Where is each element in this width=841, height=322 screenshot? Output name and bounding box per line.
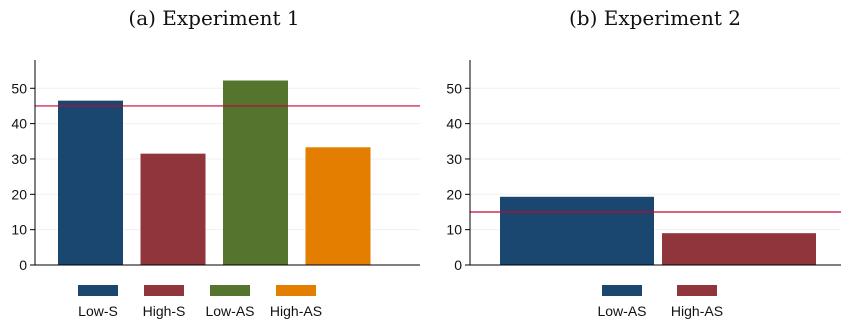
y-tick-label: 30 [11,151,27,167]
y-tick-label: 50 [11,80,27,96]
legend-label: High-AS [671,303,723,319]
legend-label: Low-S [78,303,118,319]
bar-high-as [305,147,371,265]
y-tick-label: 10 [446,222,462,238]
bar-low-as [500,196,654,265]
y-tick-label: 30 [446,151,462,167]
legend-swatch [276,285,316,296]
legend-swatch [78,285,118,296]
bar-high-as [662,233,816,265]
legend-swatch [210,285,250,296]
chart-b: 0 10 20 30 40 50 Low-AS High-AS [446,60,841,319]
y-tick-label: 40 [11,116,27,132]
y-tick-label: 20 [446,186,462,202]
bar-low-as [223,80,288,265]
y-tick-label: 10 [11,222,27,238]
legend-label: Low-AS [205,303,254,319]
legend-swatch [677,285,717,296]
bar-low-s [58,100,123,266]
legend-label: High-S [143,303,186,319]
bar-high-s [140,153,206,265]
chart-a: 0 10 20 30 40 50 Low-S High-S Low-AS High-AS [11,60,420,319]
y-tick-label: 50 [446,80,462,96]
y-tick-label: 40 [446,116,462,132]
chart-a-title: (a) Experiment 1 [128,6,299,30]
chart-b-title: (b) Experiment 2 [569,6,741,30]
legend-swatch [144,285,184,296]
y-tick-label: 20 [11,186,27,202]
legend-label: High-AS [270,303,322,319]
legend-label: Low-AS [597,303,646,319]
y-tick-label: 0 [19,257,27,273]
y-tick-label: 0 [454,257,462,273]
legend-swatch [602,285,642,296]
